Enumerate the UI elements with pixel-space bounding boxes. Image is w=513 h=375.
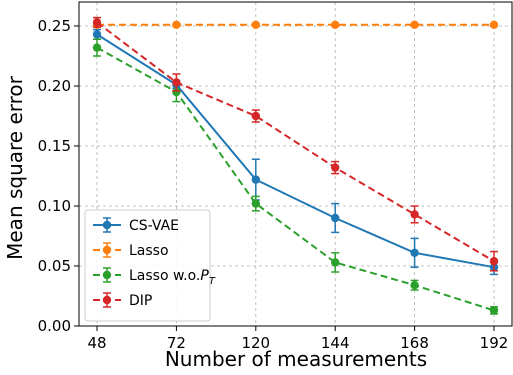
legend-item: DIP xyxy=(93,292,152,309)
series-line xyxy=(96,21,495,263)
data-point xyxy=(331,163,340,172)
y-tick-label: 0.20 xyxy=(38,77,71,95)
legend-marker xyxy=(102,295,112,305)
x-tick-label: 48 xyxy=(87,334,106,352)
y-tick-label: 0.10 xyxy=(38,197,71,215)
x-tick-label: 168 xyxy=(400,334,429,352)
series-2 xyxy=(92,38,499,315)
series-layer xyxy=(92,16,499,315)
x-tick-label: 72 xyxy=(167,334,186,352)
data-point xyxy=(92,30,102,39)
legend-label-text: DIP xyxy=(129,293,152,309)
data-point xyxy=(331,258,340,267)
legend-box xyxy=(84,209,211,322)
y-tick-label: 0.25 xyxy=(38,17,71,35)
legend: CS-VAE Lasso Lasso w.o.PT DIP xyxy=(84,209,216,322)
legend-label: DIP xyxy=(129,293,152,309)
data-point xyxy=(410,248,419,257)
legend-marker xyxy=(102,245,112,255)
series-line xyxy=(96,46,495,312)
y-tick-label: 0.05 xyxy=(38,257,71,275)
tick-layer: 0.00 0.05 0.10 0.15 0.20 0.25 48 72 120 144 168 192 xyxy=(38,17,509,352)
data-point xyxy=(92,18,102,27)
data-point xyxy=(251,175,260,184)
data-point xyxy=(251,111,260,121)
x-tick-label: 144 xyxy=(321,334,350,352)
legend-label: CS-VAE xyxy=(129,218,179,234)
plot-frame xyxy=(78,1,513,327)
data-point xyxy=(172,20,181,29)
x-tick-label: 192 xyxy=(480,334,509,352)
y-tick-label: 0.00 xyxy=(38,317,71,335)
data-point xyxy=(331,20,340,29)
data-point xyxy=(489,257,499,266)
y-tick-label: 0.15 xyxy=(38,137,71,155)
legend-label: Lasso xyxy=(129,243,169,259)
data-point xyxy=(251,20,260,29)
legend-item: CS-VAE xyxy=(93,217,179,234)
legend-marker xyxy=(102,220,112,230)
series-line xyxy=(96,33,495,269)
legend-marker xyxy=(102,270,112,280)
y-axis-label: Mean square error xyxy=(3,75,27,260)
legend-label-italic: P xyxy=(200,268,209,284)
legend-item: Lasso xyxy=(93,242,169,259)
data-point xyxy=(172,87,181,97)
data-point xyxy=(410,20,419,29)
data-point xyxy=(489,306,499,315)
data-point xyxy=(92,43,102,52)
legend-label-subscript: T xyxy=(209,276,216,287)
data-point xyxy=(251,199,260,208)
x-axis-label: Number of measurements xyxy=(165,347,427,371)
data-point xyxy=(172,78,181,87)
legend-label-text: CS-VAE xyxy=(129,218,179,234)
legend-label-text: Lasso w.o. xyxy=(129,268,200,284)
series-3 xyxy=(92,16,499,272)
series-1 xyxy=(92,20,499,29)
legend-item: Lasso w.o.PT xyxy=(93,267,216,287)
data-point xyxy=(410,281,419,290)
data-point xyxy=(410,210,419,219)
data-point xyxy=(489,20,499,29)
x-tick-label: 120 xyxy=(241,334,270,352)
legend-label: Lasso w.o.PT xyxy=(129,268,216,287)
data-point xyxy=(331,213,340,223)
legend-label-text: Lasso xyxy=(129,243,169,259)
